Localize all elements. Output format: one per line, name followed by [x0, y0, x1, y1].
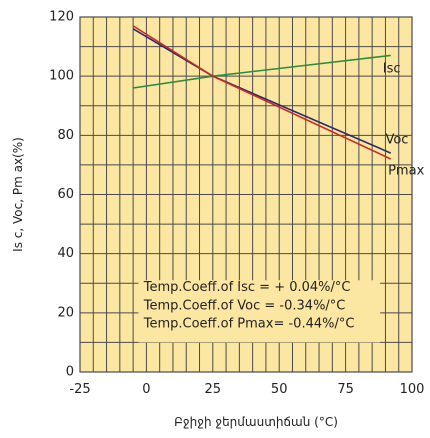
plot-frame [79, 16, 413, 373]
series-label-isc: Isc [383, 61, 401, 76]
x-tick-label: -25 [69, 382, 90, 397]
x-tick-label: 100 [400, 382, 425, 397]
y-axis-title: Is c, Voc, Pm ax(%) [11, 137, 25, 252]
x-tick-label: 75 [337, 382, 354, 397]
x-tick-labels: -25 0 25 50 75 100 [69, 382, 424, 397]
x-axis-title: Բջիջի ջերմաստիճան (°C) [174, 415, 338, 429]
annotation-line: Temp.Coeff.of Voc = -0.34%/°C [143, 298, 346, 313]
y-tick-label: 0 [66, 365, 74, 380]
x-tick-label: 25 [205, 382, 222, 397]
x-tick-label: 0 [142, 382, 150, 397]
series-labels: Isc Voc Pmax [383, 61, 425, 178]
y-tick-label: 100 [49, 69, 74, 84]
x-tick-label: 50 [271, 382, 288, 397]
y-tick-label: 40 [57, 246, 74, 261]
annotation-line: Temp.Coeff.of Pmax= -0.44%/°C [143, 317, 355, 332]
annotation-box [138, 280, 381, 343]
data-series [132, 25, 392, 160]
annotation-text: Temp.Coeff.of Isc = + 0.04%/°C Temp.Coeff… [143, 280, 355, 331]
series-label-pmax: Pmax [388, 163, 424, 178]
series-line-pmax [132, 25, 392, 160]
y-tick-label: 120 [49, 10, 74, 25]
y-tick-label: 80 [57, 128, 74, 143]
y-tick-label: 60 [57, 187, 74, 202]
y-tick-labels: 0 20 40 60 80 100 120 [49, 10, 74, 380]
y-tick-label: 20 [57, 305, 74, 320]
series-label-voc: Voc [385, 132, 408, 147]
annotation-line: Temp.Coeff.of Isc = + 0.04%/°C [143, 280, 351, 295]
